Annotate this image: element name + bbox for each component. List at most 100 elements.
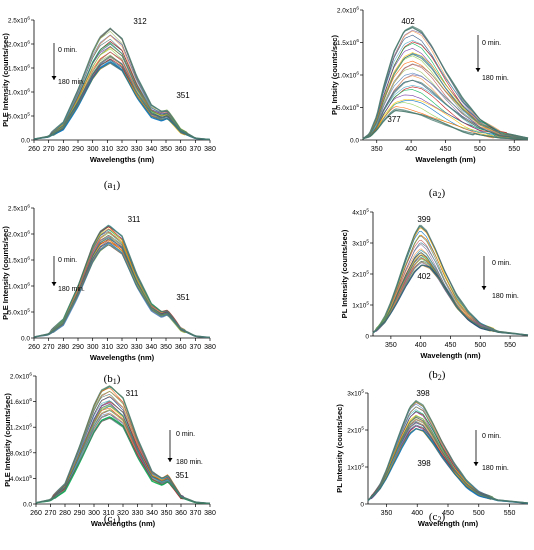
key-series-line [362,108,529,140]
key-series-line [367,427,529,504]
y-tick-label: 0.0 [21,138,30,145]
peak-label-secondary: 351 [176,91,190,100]
y-tick-label: 1.5x106 [8,64,31,73]
x-axis-title: Wavelengths (nm) [90,155,155,164]
y-tick-label: 3x105 [347,389,364,398]
x-tick-label: 360 [175,510,187,517]
y-tick-label: 2.0x106 [337,6,360,15]
x-tick-label: 290 [72,344,84,351]
x-tick-label: 290 [74,510,86,517]
panel-b1: 260 270 280 290 300 310 320 330 340 350 360 370 380 0… [1,204,216,387]
y-tick-label: 2.5x106 [8,204,31,213]
y-tick-label: 4.0x105 [10,474,33,483]
y-axis-title: PL Intensity (counts/sec) [340,229,349,318]
y-tick-label: 1x105 [352,301,369,310]
peak-label-secondary: 351 [176,293,190,302]
x-tick-label: 320 [116,146,128,153]
y-axis-title: PL Intensity (counts/sec) [335,404,344,493]
key-series-line [33,43,211,141]
x-axis-title: Wavelength (nm) [420,351,481,360]
x-tick-label: 320 [117,510,129,517]
x-tick-label: 260 [28,146,40,153]
x-tick-label: 380 [204,146,216,153]
y-tick-label: 2.0x106 [8,40,31,49]
key-series-line [35,417,211,504]
x-tick-label: 270 [43,344,55,351]
time-start-label: 0 min. [58,257,77,264]
x-tick-label: 380 [204,510,216,517]
y-tick-label: 1x105 [347,463,364,472]
key-series-line [367,416,529,504]
peak-label: 312 [133,17,147,26]
panel-caption: (b1) [104,373,121,386]
key-series-line [362,25,529,140]
x-tick-label: 270 [45,510,57,517]
panel-a1: 260 270 280 290 300 310 320 330 340 350 360 370 380 0… [1,16,216,193]
x-tick-label: 500 [474,146,486,153]
x-tick-label: 550 [508,146,520,153]
y-tick-label: 2x105 [347,426,364,435]
x-tick-label: 350 [160,146,172,153]
time-arrow-head [473,462,479,466]
y-tick-label: 0.0 [21,336,30,343]
x-tick-label: 270 [43,146,55,153]
time-arrow-head [481,286,487,290]
x-tick-label: 350 [371,146,383,153]
panel-a2: 350 400 450 500 550 0.0 5.0x105 1.0x106 1.5x106 2… [330,6,529,200]
time-end-label: 180 min. [482,75,509,82]
y-tick-label: 2.5x106 [8,16,31,25]
x-tick-label: 350 [381,510,393,517]
key-series-line [367,399,529,504]
panel-caption: (c2) [429,511,446,524]
x-tick-label: 340 [145,344,157,351]
x-tick-label: 330 [131,146,143,153]
peak-label: 311 [128,215,141,224]
y-tick-label: 8.0x105 [10,448,33,457]
key-series-line [33,27,211,141]
x-tick-label: 260 [28,344,40,351]
y-axis-title: PLE Intensity (counts/sec) [1,33,10,127]
x-tick-label: 290 [72,146,84,153]
x-axis-title: Wavelength (nm) [415,155,476,164]
time-arrow-head [51,76,57,80]
x-tick-label: 350 [385,342,397,349]
time-arrow-head [51,282,57,286]
x-tick-label: 280 [59,510,71,517]
x-tick-label: 310 [103,510,115,517]
y-tick-label: 5.0x105 [8,112,31,121]
time-end-label: 180 min. [492,293,519,300]
panel-c2: 350 400 450 500 550 0 1x105 2x105 3x105 Wavelengt… [335,389,529,528]
panel-caption: (c1) [104,513,121,526]
peak-label: 399 [417,215,431,224]
peak-label: 402 [401,17,415,26]
y-tick-label: 3x105 [352,239,369,248]
x-tick-label: 400 [415,342,427,349]
key-series-line [372,264,529,336]
panel-caption: (a1) [104,179,121,192]
x-tick-label: 380 [204,344,216,351]
y-tick-label: 1.2x106 [10,423,33,432]
time-end-label: 180 min. [176,459,203,466]
x-axis-title: Wavelength (nm) [418,519,479,528]
x-tick-label: 550 [504,510,516,517]
x-tick-label: 400 [411,510,423,517]
x-tick-label: 340 [145,146,157,153]
y-tick-label: 0 [365,334,369,341]
y-tick-label: 4x105 [352,208,369,217]
panel-b2: 350 400 450 500 550 0 1x105 2x105 3x105 4x105 Wave… [340,208,529,382]
peak-label: 398 [416,389,430,398]
time-start-label: 0 min. [58,47,77,54]
x-tick-label: 330 [131,344,143,351]
x-tick-label: 500 [474,342,486,349]
key-series-line [33,244,211,339]
panel-c1: 260 270 280 290 300 310 320 330 340 350 360 370 380 0… [3,372,216,529]
x-tick-label: 450 [442,510,454,517]
time-end-label: 180 min. [58,286,85,293]
x-tick-label: 360 [175,344,187,351]
time-start-label: 0 min. [176,431,195,438]
y-axis-title: PLE Intensity (counts/sec) [3,393,12,487]
x-tick-label: 300 [87,344,99,351]
x-tick-label: 550 [504,342,516,349]
peak-label: 311 [126,389,139,398]
y-tick-label: 2.0x106 [10,372,33,381]
